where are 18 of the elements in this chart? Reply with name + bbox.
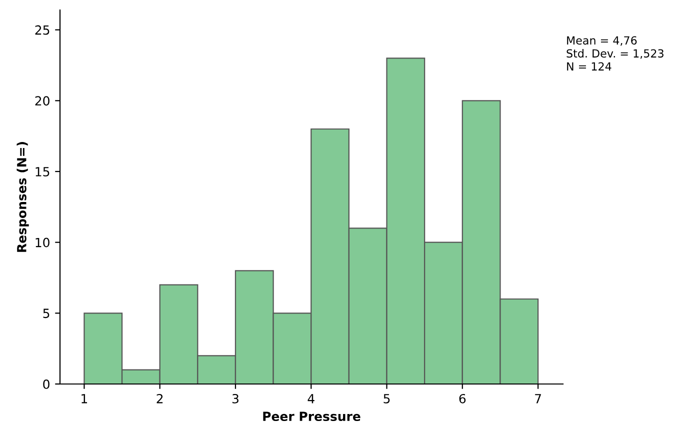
text: N = 124	[567, 62, 612, 70]
y-tick-label: 25	[35, 25, 50, 35]
y-tick-label: 15	[36, 167, 50, 176]
y-axis-title: Responses (N=)	[16, 142, 29, 252]
x-tick-label: 6	[459, 394, 466, 404]
x-tick-label: 1	[82, 394, 88, 404]
x-tick-label: 3	[232, 394, 238, 404]
x-tick-label: 5	[384, 394, 390, 404]
x-tick-label: 2	[156, 394, 163, 404]
y-tick-label: 10	[36, 238, 50, 248]
x-tick-label: 4	[308, 394, 314, 404]
y-tick-label: 5	[43, 308, 50, 318]
x-tick-label: 7	[535, 394, 541, 404]
x-axis-title: Peer Pressure	[263, 412, 360, 422]
y-tick-label: 0	[43, 379, 50, 389]
y-tick-label: 20	[35, 96, 50, 106]
text: Mean = 4,76	[567, 36, 637, 46]
text: Std. Dev. = 1,523	[566, 49, 664, 59]
